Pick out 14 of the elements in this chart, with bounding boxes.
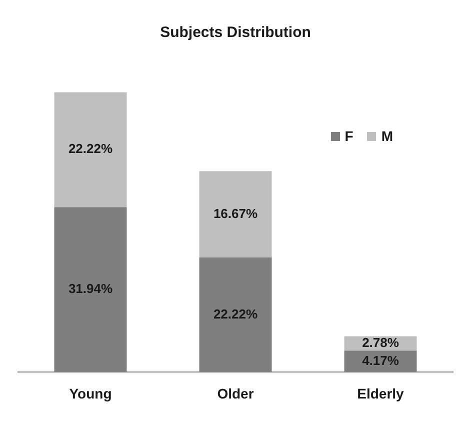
x-tick-label: Young [69,385,112,402]
x-tick-label: Elderly [357,385,404,402]
legend-label: M [381,128,393,144]
data-label: 4.17% [362,353,400,368]
x-tick-label: Older [217,385,254,402]
data-label: 31.94% [68,281,113,296]
chart-title: Subjects Distribution [160,24,311,42]
bar [54,92,127,208]
data-label: 16.67% [213,206,258,221]
data-label: 2.78% [362,335,400,350]
bar [199,171,272,258]
legend-label: F [344,128,354,144]
data-label: 22.22% [68,141,113,156]
data-label: 22.22% [213,306,258,322]
